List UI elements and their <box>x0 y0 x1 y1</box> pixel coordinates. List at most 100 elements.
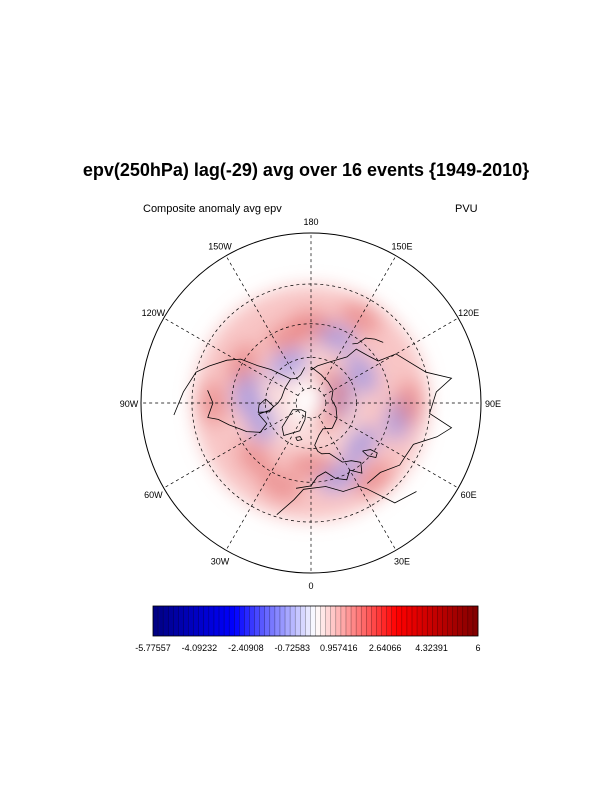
positive-anomaly-13 <box>289 450 333 479</box>
colorbar-swatch <box>295 606 301 636</box>
coastline-9 <box>362 449 378 458</box>
colorbar-swatch <box>203 606 210 636</box>
meridian-60W <box>163 410 299 489</box>
coastline-8 <box>352 337 384 345</box>
colorbar-swatch <box>188 606 194 636</box>
colorbar-swatch <box>198 606 205 636</box>
lat-circle-40 <box>231 323 391 483</box>
colorbar-swatch <box>229 606 235 636</box>
colorbar-swatch <box>285 606 291 636</box>
lon-label: 120W <box>142 308 166 318</box>
colorbar-swatch <box>163 606 169 636</box>
colorbar-swatch <box>168 606 174 636</box>
meridian-120W <box>163 317 299 396</box>
colorbar-swatch <box>462 606 469 636</box>
colorbar-swatch <box>254 606 260 636</box>
lon-label: 180 <box>303 217 318 227</box>
coastline-0 <box>295 427 363 489</box>
colorbar-swatch <box>274 606 281 636</box>
colorbar-swatch <box>417 606 423 636</box>
colorbar-swatch <box>315 606 321 636</box>
colorbar-swatch <box>391 606 398 636</box>
colorbar-swatch <box>269 606 276 636</box>
colorbar-swatch <box>411 606 418 636</box>
colorbar-swatch <box>183 606 189 636</box>
colorbar-swatch <box>244 606 250 636</box>
meridian-30E <box>318 415 397 551</box>
colorbar-swatch <box>234 606 240 636</box>
colorbar-swatch <box>467 606 474 636</box>
meridian-120E <box>323 317 459 396</box>
lon-label: 60E <box>461 490 477 500</box>
colorbar-tick-label: 4.32391 <box>415 643 448 653</box>
colorbar-swatch <box>208 606 215 636</box>
colorbar-swatch <box>472 606 479 636</box>
colorbar-swatch <box>158 606 164 636</box>
colorbar-swatch <box>213 606 220 636</box>
meridian-60E <box>323 410 459 489</box>
lon-label: 30E <box>394 557 410 567</box>
coastline-4 <box>173 358 306 416</box>
lon-label: 150E <box>391 241 412 251</box>
colorbar-swatch <box>219 606 225 636</box>
coastline-2 <box>310 348 453 484</box>
colorbar-frame <box>152 605 479 637</box>
colorbar-swatch <box>386 606 392 636</box>
colorbar-swatch <box>361 606 367 636</box>
colorbar-swatch <box>356 606 362 636</box>
coastline-5 <box>207 378 292 433</box>
colorbar-tick-label: -2.40908 <box>228 643 264 653</box>
left-string: Composite anomaly avg epv <box>143 203 282 215</box>
lon-label: 120E <box>458 308 479 318</box>
colorbar-tick-label: -0.72583 <box>275 643 311 653</box>
coastline-1 <box>276 485 417 516</box>
colorbar-swatch <box>366 606 372 636</box>
colorbar: -5.77557 -4.09232 -2.40908 -0.72583 0.957416… <box>135 605 481 653</box>
colorbar-swatch <box>432 606 438 636</box>
colorbar-tick-label: 6 <box>475 643 480 653</box>
coastlines <box>173 337 453 516</box>
coastline-6 <box>281 409 307 437</box>
colorbar-tick-label: 0.957416 <box>320 643 358 653</box>
colorbar-tick-label: -4.09232 <box>182 643 218 653</box>
colorbar-swatch <box>340 606 347 636</box>
colorbar-swatch <box>452 606 458 636</box>
colorbar-swatch <box>300 606 306 636</box>
lon-label: 30W <box>211 557 230 567</box>
colorbar-swatch <box>259 606 266 636</box>
colorbar-swatch <box>224 606 230 636</box>
figure-title: epv(250hPa) lag(-29) avg over 16 events … <box>82 160 530 180</box>
meridian-150W <box>225 255 304 391</box>
colorbar-tick-label: 2.64066 <box>369 643 402 653</box>
positive-anomaly-15 <box>316 364 352 403</box>
colorbar-swatch <box>305 606 311 636</box>
meridian-150E <box>318 255 397 391</box>
colorbar-swatch <box>381 606 387 636</box>
lon-label: 0 <box>308 581 313 591</box>
colorbar-swatch <box>447 606 453 636</box>
colorbar-swatch <box>351 606 357 636</box>
colorbar-swatch <box>406 606 413 636</box>
colorbar-swatch <box>396 606 403 636</box>
colorbar-swatch <box>320 606 326 636</box>
map-boundary <box>140 232 482 574</box>
positive-anomaly-17 <box>395 381 424 425</box>
colorbar-swatch <box>249 606 255 636</box>
colorbar-swatch <box>193 606 200 636</box>
colorbar-swatch <box>310 606 316 636</box>
colorbar-tick-label: -5.77557 <box>135 643 171 653</box>
graticule <box>141 233 481 573</box>
colorbar-swatch <box>457 606 464 636</box>
colorbar-swatch <box>427 606 433 636</box>
coastline-10 <box>257 398 275 413</box>
colorbar-swatch <box>371 606 377 636</box>
colorbar-swatch <box>178 606 184 636</box>
colorbar-swatch <box>335 606 342 636</box>
units-label: PVU <box>455 203 478 215</box>
lon-label: 90W <box>120 399 139 409</box>
colorbar-swatch <box>325 606 332 636</box>
colorbar-swatch <box>437 606 443 636</box>
colorbar-swatch <box>330 606 337 636</box>
colorbar-swatch <box>442 606 448 636</box>
